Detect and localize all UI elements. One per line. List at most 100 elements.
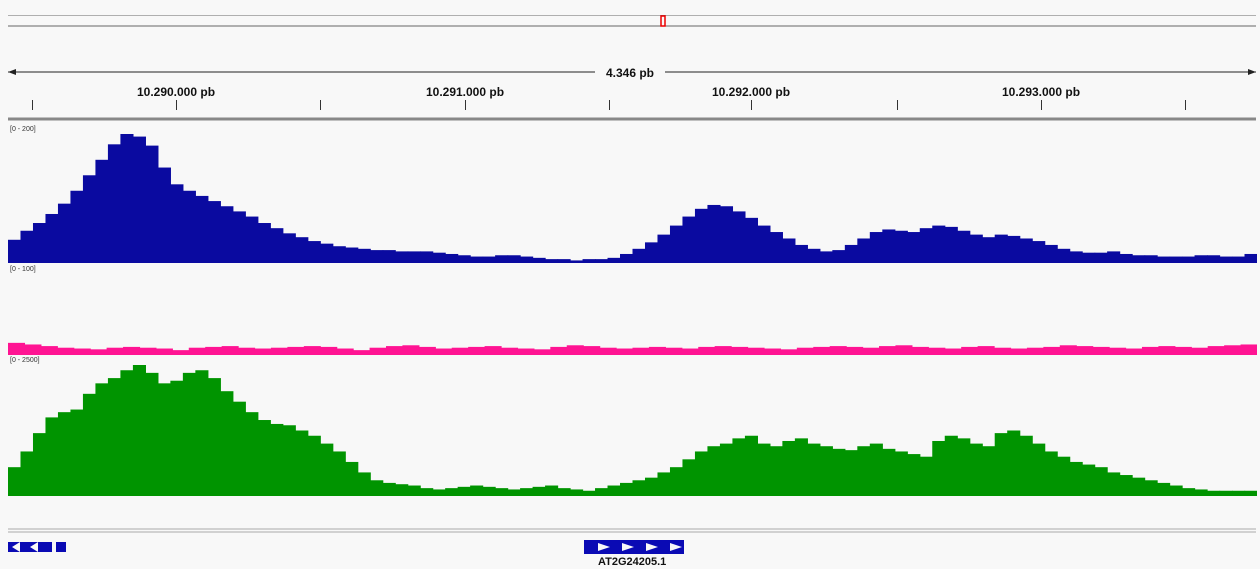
coverage-bar bbox=[796, 347, 814, 355]
coverage-bar bbox=[694, 451, 709, 496]
coverage-bar bbox=[1043, 346, 1061, 355]
coverage-bar bbox=[557, 259, 571, 263]
coverage-bar bbox=[1219, 256, 1233, 263]
coverage-bar bbox=[95, 159, 109, 263]
coverage-bar bbox=[819, 251, 833, 263]
coverage-bar bbox=[332, 246, 346, 263]
coverage-bar bbox=[382, 482, 396, 496]
coverage-bar bbox=[139, 347, 157, 355]
coverage-bar bbox=[145, 145, 159, 263]
coverage-bar bbox=[1182, 488, 1196, 496]
coverage-bar bbox=[407, 251, 421, 263]
coverage-bar bbox=[1169, 485, 1183, 496]
coverage-bar bbox=[957, 230, 971, 263]
coverage-bar bbox=[395, 251, 409, 263]
gene-feature-left[interactable] bbox=[8, 540, 68, 554]
coverage-bar bbox=[570, 260, 584, 263]
coverage-bar bbox=[1082, 252, 1096, 263]
gene-feature-at2g24205[interactable] bbox=[584, 540, 684, 554]
coverage-bar bbox=[977, 346, 995, 355]
coverage-bar bbox=[1158, 346, 1176, 355]
coverage-bar bbox=[1059, 345, 1077, 355]
coverage-track-3[interactable] bbox=[8, 361, 1257, 496]
coverage-bar bbox=[385, 346, 404, 355]
coverage-bar bbox=[744, 435, 758, 496]
coverage-bar bbox=[495, 255, 509, 263]
coverage-bar bbox=[82, 393, 97, 496]
coverage-bar bbox=[132, 136, 146, 263]
coverage-bar bbox=[307, 241, 321, 263]
coverage-bar bbox=[862, 347, 880, 355]
coverage-bar bbox=[1132, 477, 1146, 496]
coverage-bar bbox=[832, 250, 846, 263]
coverage-bar bbox=[961, 346, 979, 355]
coverage-bar bbox=[470, 256, 484, 263]
coverage-bar bbox=[1026, 347, 1044, 355]
coverage-bar bbox=[1207, 346, 1225, 355]
coverage-bar bbox=[532, 257, 546, 263]
coverage-bar bbox=[232, 401, 246, 496]
ruler[interactable]: 4.346 pb 10.290.000 pb 10.291.000 pb 10.… bbox=[0, 60, 1260, 122]
tick-mark bbox=[1041, 100, 1042, 110]
coverage-bar bbox=[1232, 256, 1246, 263]
coverage-bar bbox=[1244, 490, 1257, 496]
coverage-bar bbox=[557, 488, 571, 496]
coverage-bar bbox=[911, 346, 929, 355]
coverage-bar bbox=[780, 349, 798, 355]
coverage-bar bbox=[919, 456, 933, 496]
tick-label: 10.293.000 pb bbox=[1001, 85, 1081, 99]
coverage-track-2[interactable] bbox=[8, 270, 1257, 355]
coverage-bar bbox=[732, 211, 746, 263]
coverage-bar bbox=[470, 485, 484, 496]
coverage-bar bbox=[395, 484, 409, 496]
coverage-bar bbox=[336, 348, 354, 355]
coverage-bar bbox=[1069, 251, 1083, 263]
coverage-bar bbox=[583, 346, 601, 355]
coverage-bar bbox=[432, 489, 446, 496]
coverage-bar bbox=[270, 228, 284, 263]
coverage-bar bbox=[1169, 256, 1183, 263]
coverage-bar bbox=[432, 252, 446, 263]
coverage-bar bbox=[681, 348, 699, 355]
coverage-bar bbox=[907, 232, 921, 263]
coverage-bar bbox=[757, 225, 771, 263]
coverage-bar bbox=[482, 256, 496, 263]
coverage-bar bbox=[747, 347, 765, 355]
coverage-bar bbox=[1157, 256, 1171, 263]
coverage-bar bbox=[205, 346, 223, 355]
coverage-bar bbox=[1119, 475, 1133, 496]
coverage-bar bbox=[1092, 346, 1110, 355]
coverage-bar bbox=[648, 346, 666, 355]
coverage-bar bbox=[195, 370, 209, 496]
coverage-bar bbox=[1224, 345, 1242, 355]
coverage-bar bbox=[857, 446, 871, 496]
tick-mark bbox=[751, 100, 752, 110]
coverage-bar bbox=[1174, 346, 1192, 355]
coverage-bar bbox=[895, 345, 913, 355]
coverage-bar bbox=[1044, 451, 1058, 496]
chromosome-ideogram[interactable] bbox=[8, 14, 1256, 27]
tick-mark bbox=[320, 100, 321, 110]
coverage-bar bbox=[1144, 255, 1158, 263]
coverage-bar bbox=[345, 461, 359, 496]
coverage-bar bbox=[595, 488, 609, 496]
coverage-bar bbox=[832, 448, 846, 496]
coverage-bar bbox=[1076, 346, 1094, 355]
coverage-bar bbox=[566, 345, 584, 355]
coverage-track-1[interactable] bbox=[8, 130, 1257, 263]
coverage-bar bbox=[813, 346, 831, 355]
coverage-bar bbox=[170, 380, 184, 496]
coverage-bar bbox=[550, 346, 568, 355]
coverage-bar bbox=[620, 253, 634, 263]
coverage-bar bbox=[420, 488, 434, 496]
coverage-bar bbox=[807, 443, 821, 496]
coverage-bar bbox=[994, 347, 1012, 355]
coverage-bar bbox=[714, 346, 732, 355]
coverage-bar bbox=[732, 438, 746, 496]
coverage-bar bbox=[607, 485, 621, 496]
coverage-bar bbox=[731, 346, 749, 355]
coverage-bar bbox=[1141, 346, 1159, 355]
coverage-bar bbox=[957, 438, 971, 496]
coverage-bar bbox=[1107, 472, 1121, 496]
coverage-bar bbox=[982, 237, 996, 263]
